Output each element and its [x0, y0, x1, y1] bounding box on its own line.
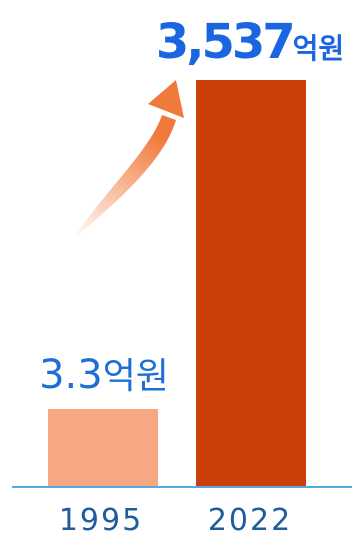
- bar-1995: [48, 409, 158, 486]
- bar-2022: [196, 80, 306, 486]
- value-label-2022-unit: 억원: [293, 32, 345, 65]
- value-label-1995-unit: 억원: [103, 356, 169, 397]
- value-label-1995: 3.3억원: [39, 352, 169, 398]
- value-label-1995-number: 3.3: [39, 352, 103, 398]
- growth-arrow-icon: [72, 80, 184, 240]
- category-label-1995: 1995: [59, 503, 143, 538]
- value-label-2022: 3,537억원: [156, 14, 344, 70]
- category-label-2022: 2022: [208, 503, 292, 538]
- value-label-2022-number: 3,537: [156, 14, 293, 70]
